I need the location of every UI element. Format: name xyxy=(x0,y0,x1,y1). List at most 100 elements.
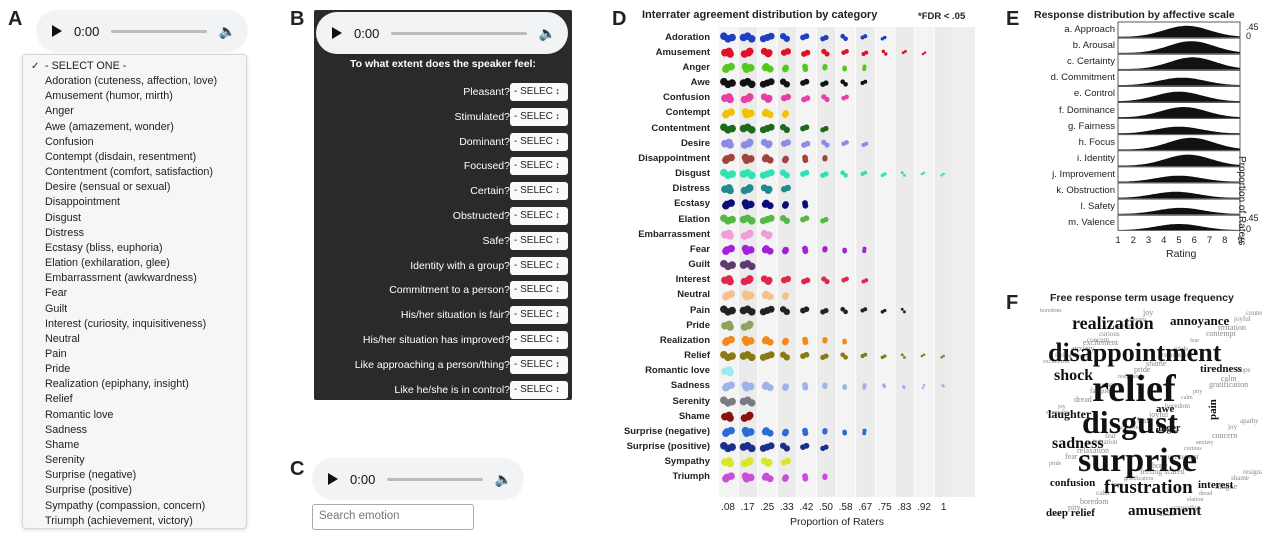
survey-question-row: Certain? - SELEC ↕ xyxy=(314,182,572,202)
emotion-option[interactable]: Surprise (positive) xyxy=(45,484,133,497)
category-label: Relief xyxy=(684,350,710,362)
emotion-option[interactable]: Anger xyxy=(45,105,74,118)
play-icon[interactable] xyxy=(328,473,338,485)
speaker-icon[interactable]: 🔈 xyxy=(218,22,236,39)
audio-progress-track[interactable] xyxy=(387,477,483,481)
chart-d-xlabel: Proportion of Raters xyxy=(790,516,884,528)
rating-select[interactable]: - SELEC ↕ xyxy=(510,380,568,399)
rating-select[interactable]: - SELEC ↕ xyxy=(510,306,568,325)
agreement-point xyxy=(822,473,828,479)
emotion-option[interactable]: Embarrassment (awkwardness) xyxy=(45,272,197,285)
agreement-point xyxy=(745,411,754,420)
emotion-option[interactable]: Elation (exhilaration, glee) xyxy=(45,257,170,270)
rating-select[interactable]: - SELEC ↕ xyxy=(510,355,568,374)
play-icon[interactable] xyxy=(332,27,342,39)
cloud-filler-word: dread xyxy=(1159,510,1175,518)
category-label: Guilt xyxy=(688,259,710,271)
rating-select-label: - SELEC xyxy=(514,358,553,370)
rating-select[interactable]: - SELEC ↕ xyxy=(510,132,568,151)
survey-question-row: Dominant? - SELEC ↕ xyxy=(314,132,572,153)
emotion-option[interactable]: Contempt (disdain, resentment) xyxy=(45,150,197,163)
rating-select[interactable]: - SELEC ↕ xyxy=(510,331,568,349)
agreement-point xyxy=(843,355,848,360)
category-label: Disgust xyxy=(675,168,710,180)
emotion-option[interactable]: Neutral xyxy=(45,332,80,345)
agreement-point xyxy=(844,276,849,282)
emotion-option[interactable]: Shame xyxy=(45,438,80,451)
rating-select[interactable]: - SELEC ↕ xyxy=(510,256,568,275)
cloud-word: realization xyxy=(1072,313,1154,333)
agreement-point xyxy=(747,262,756,271)
survey-question-label: Identity with a group? xyxy=(410,259,510,272)
agreement-point xyxy=(747,444,756,453)
category-label: Sympathy xyxy=(664,456,710,468)
rating-select[interactable]: - SELEC ↕ xyxy=(510,157,568,176)
search-emotion-input[interactable]: Search emotion xyxy=(312,504,474,530)
agreement-point xyxy=(784,48,791,55)
speaker-icon[interactable]: 🔈 xyxy=(538,24,556,41)
agreement-point xyxy=(782,474,789,481)
survey-question-row: His/her situation has improved? - SELEC ↕ xyxy=(314,331,572,351)
cloud-word: laughter xyxy=(1048,407,1092,421)
audio-progress-track[interactable] xyxy=(391,31,527,35)
emotion-option[interactable]: Triumph (achievement, victory) xyxy=(45,514,193,527)
emotion-option[interactable]: Pain xyxy=(45,347,67,360)
rating-select[interactable]: - SELEC ↕ xyxy=(510,231,568,250)
emotion-option[interactable]: Fear xyxy=(45,287,68,300)
agreement-point xyxy=(767,214,775,222)
agreement-point xyxy=(782,201,789,208)
emotion-option[interactable]: Serenity xyxy=(45,454,85,467)
emotion-option[interactable]: Pride xyxy=(45,363,71,376)
agreement-point xyxy=(843,309,848,315)
speaker-icon[interactable]: 🔈 xyxy=(494,470,512,487)
cloud-filler-word: concern xyxy=(1127,317,1146,323)
emotion-option[interactable]: Romantic love xyxy=(45,408,114,421)
emotion-option[interactable]: Disappointment xyxy=(45,196,121,209)
agreement-point xyxy=(727,335,735,344)
rating-select[interactable]: - SELEC ↕ xyxy=(510,207,568,225)
audio-progress-track[interactable] xyxy=(111,29,207,33)
agreement-point xyxy=(784,139,791,146)
cloud-filler-word: hope xyxy=(1237,366,1251,374)
agreement-point xyxy=(726,368,734,377)
play-icon[interactable] xyxy=(52,25,62,37)
cloud-filler-word: boredom xyxy=(1165,402,1190,410)
emotion-option[interactable]: Sadness xyxy=(45,423,88,436)
emotion-option[interactable]: Guilt xyxy=(45,302,68,315)
survey-question-row: His/her situation is fair? - SELEC ↕ xyxy=(314,306,572,326)
agreement-point xyxy=(843,173,848,178)
emotion-option[interactable]: Ecstasy (bliss, euphoria) xyxy=(45,241,163,254)
category-label: Confusion xyxy=(663,92,710,104)
emotion-option[interactable]: Sympathy (compassion, concern) xyxy=(45,499,206,512)
category-label: Romantic love xyxy=(645,365,710,377)
category-label: Surprise (negative) xyxy=(623,425,710,437)
select-one-option[interactable]: - SELECT ONE - xyxy=(23,59,246,74)
agreement-point xyxy=(940,356,943,359)
emotion-option[interactable]: Confusion xyxy=(45,135,94,148)
rating-select[interactable]: - SELEC ↕ xyxy=(510,182,568,201)
category-label: Interest xyxy=(675,274,710,286)
rating-select[interactable]: - SELEC ↕ xyxy=(510,281,568,300)
rating-select[interactable]: - SELEC ↕ xyxy=(510,107,568,126)
cloud-word: confusion xyxy=(1050,477,1096,489)
agreement-point xyxy=(864,278,869,283)
emotion-select-dropdown[interactable]: - SELECT ONE -Adoration (cuteness, affec… xyxy=(22,54,247,529)
emotion-option[interactable]: Amusement (humor, mirth) xyxy=(45,90,173,103)
emotion-option[interactable]: Awe (amazement, wonder) xyxy=(45,120,174,133)
emotion-option[interactable]: Contentment (comfort, satisfaction) xyxy=(45,166,214,179)
emotion-option[interactable]: Desire (sensual or sexual) xyxy=(45,181,171,194)
emotion-option[interactable]: Distress xyxy=(45,226,84,239)
emotion-option[interactable]: Surprise (negative) xyxy=(45,469,137,482)
emotion-option[interactable]: Disgust xyxy=(45,211,82,224)
survey-question-row: Focused? - SELEC ↕ xyxy=(314,157,572,177)
agreement-point xyxy=(747,308,756,316)
emotion-option[interactable]: Relief xyxy=(45,393,73,406)
select-arrows-icon: ↕ xyxy=(552,160,560,171)
cloud-filler-word: apathy xyxy=(1240,417,1259,425)
emotion-option[interactable]: Adoration (cuteness, affection, love) xyxy=(45,75,218,88)
rating-select[interactable]: - SELEC ↕ xyxy=(510,83,568,101)
emotion-option[interactable]: Realization (epiphany, insight) xyxy=(45,378,189,391)
rating-tick-label: 3 xyxy=(1145,235,1152,246)
cloud-filler-word: dread xyxy=(1074,395,1092,404)
emotion-option[interactable]: Interest (curiosity, inquisitiveness) xyxy=(45,317,207,330)
